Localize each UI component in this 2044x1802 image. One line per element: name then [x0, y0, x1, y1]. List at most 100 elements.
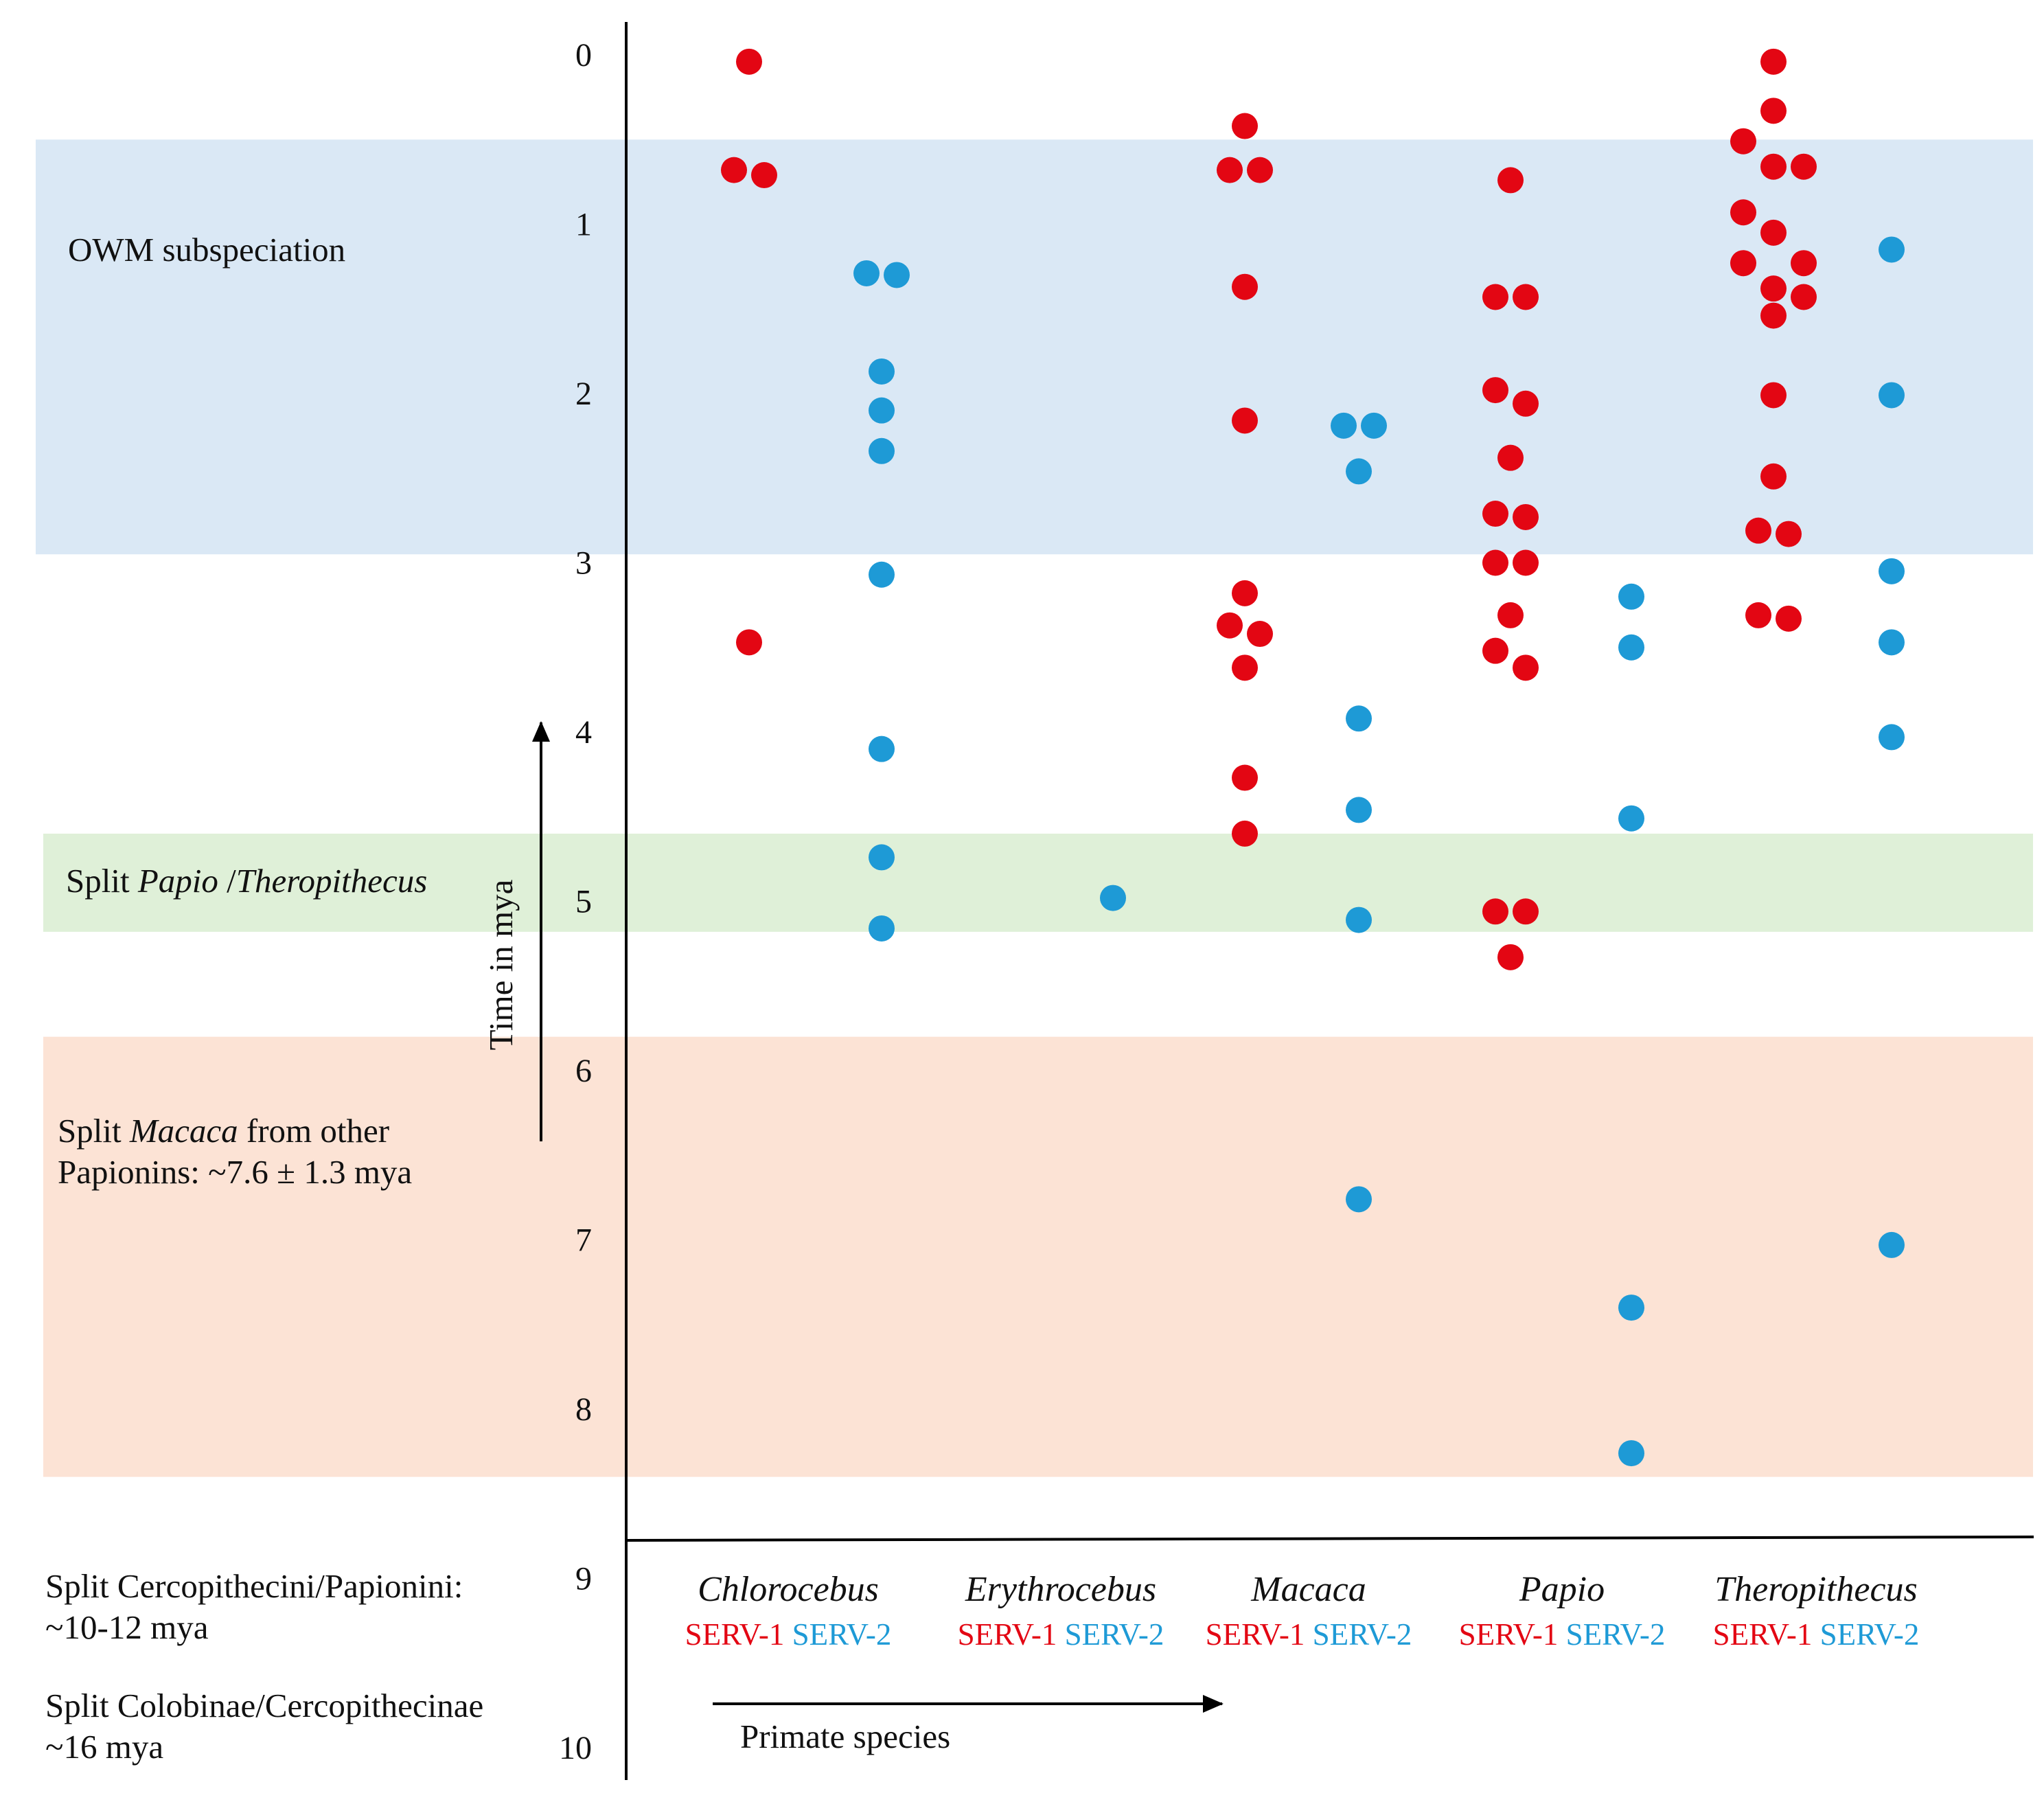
macaca-serv-1-point	[1247, 621, 1273, 648]
series-label-pair: SERV-1 SERV-2	[1713, 1617, 1920, 1652]
series-label-serv1: SERV-1	[1713, 1617, 1813, 1652]
papio-serv-2-point	[1618, 1440, 1644, 1467]
theropithecus-serv-2-point	[1879, 558, 1905, 584]
papio-serv-1-point	[1482, 501, 1508, 527]
annotation-pt-prefix: Split	[66, 862, 138, 900]
series-label-pair: SERV-1 SERV-2	[1459, 1617, 1666, 1652]
macaca-serv-1-point	[1247, 157, 1273, 183]
annotation-pt-sep: /	[218, 862, 236, 900]
y-ticks: 0 1 2 3 4 5 6 7 8 9 10	[559, 37, 592, 1766]
y-tick-label: 5	[575, 884, 592, 920]
y-tick-label: 10	[559, 1730, 592, 1766]
species-label: Chlorocebus	[698, 1570, 879, 1609]
chlorocebus-serv-2-point	[853, 260, 880, 286]
papio-serv-2-point	[1618, 583, 1644, 610]
y-tick-label: 4	[575, 714, 592, 751]
data-points	[721, 48, 1905, 1467]
series-label-gap	[1305, 1617, 1312, 1652]
annotation-split-papio-theropithecus: Split Papio /Theropithecus	[66, 862, 427, 900]
annotation-cercopithecini-line2: ~10-12 mya	[45, 1608, 209, 1646]
annotation-mac-italic: Macaca	[129, 1112, 238, 1150]
theropithecus-serv-2-point	[1879, 236, 1905, 263]
theropithecus-serv-1-point	[1730, 250, 1756, 277]
y-tick-label: 7	[575, 1222, 592, 1259]
annotation-colobinae-line2: ~16 mya	[45, 1728, 163, 1766]
theropithecus-serv-2-point	[1879, 382, 1905, 409]
macaca-serv-2-point	[1331, 412, 1357, 439]
theropithecus-serv-2-point	[1879, 1231, 1905, 1258]
y-tick-label: 1	[575, 207, 592, 243]
series-label-serv2: SERV-2	[792, 1617, 892, 1652]
series-label-gap	[784, 1617, 792, 1652]
y-tick-label: 6	[575, 1053, 592, 1089]
chlorocebus-serv-2-point	[869, 358, 895, 385]
series-label-gap	[1812, 1617, 1819, 1652]
macaca-serv-1-point	[1232, 764, 1258, 791]
species-label: Theropithecus	[1714, 1570, 1918, 1609]
band-owm-subspeciation	[36, 139, 2033, 555]
papio-serv-1-point	[1513, 503, 1539, 530]
theropithecus-serv-1-point	[1730, 199, 1756, 226]
chlorocebus-serv-1-point	[736, 629, 762, 656]
theropithecus-serv-1-point	[1791, 153, 1817, 180]
macaca-serv-2-point	[1346, 1186, 1372, 1213]
papio-serv-1-point	[1513, 284, 1539, 310]
papio-serv-1-point	[1497, 602, 1524, 628]
theropithecus-serv-2-point	[1879, 629, 1905, 656]
theropithecus-serv-1-point	[1791, 284, 1817, 310]
annotation-cercopithecini-line1: Split Cercopithecini/Papionini:	[45, 1567, 463, 1605]
annotation-pt-papio: Papio	[137, 862, 218, 900]
x-axis-title: Primate species	[740, 1718, 950, 1755]
theropithecus-serv-1-point	[1760, 463, 1787, 490]
species-label: Macaca	[1250, 1570, 1366, 1609]
chlorocebus-serv-2-point	[869, 437, 895, 464]
series-label-serv2: SERV-2	[1065, 1617, 1164, 1652]
theropithecus-serv-1-point	[1760, 275, 1787, 302]
y-tick-label: 8	[575, 1391, 592, 1428]
macaca-serv-1-point	[1232, 820, 1258, 847]
macaca-serv-2-point	[1346, 906, 1372, 933]
series-label-pair: SERV-1 SERV-2	[685, 1617, 892, 1652]
theropithecus-serv-1-point	[1776, 521, 1802, 547]
chlorocebus-serv-2-point	[869, 561, 895, 588]
series-label-gap	[1057, 1617, 1064, 1652]
theropithecus-serv-1-point	[1776, 605, 1802, 632]
theropithecus-serv-1-point	[1791, 250, 1817, 277]
theropithecus-serv-1-point	[1760, 153, 1787, 180]
theropithecus-serv-1-point	[1760, 382, 1787, 409]
series-label-serv1: SERV-1	[1206, 1617, 1305, 1652]
annotation-mac-suffix: from other	[238, 1112, 389, 1150]
species-label: Papio	[1519, 1570, 1605, 1609]
macaca-serv-2-point	[1361, 412, 1387, 439]
papio-serv-1-point	[1497, 167, 1524, 194]
series-label-serv2: SERV-2	[1566, 1617, 1666, 1652]
papio-serv-1-point	[1513, 654, 1539, 681]
annotation-owm-subspeciation: OWM subspeciation	[68, 231, 345, 269]
macaca-serv-2-point	[1346, 458, 1372, 485]
papio-serv-2-point	[1618, 634, 1644, 661]
series-label-serv1: SERV-1	[685, 1617, 785, 1652]
papio-serv-1-point	[1482, 377, 1508, 404]
papio-serv-1-point	[1497, 444, 1524, 471]
chlorocebus-serv-1-point	[751, 162, 777, 189]
macaca-serv-1-point	[1232, 654, 1258, 681]
papio-serv-1-point	[1482, 637, 1508, 664]
theropithecus-serv-1-point	[1730, 128, 1756, 155]
macaca-serv-2-point	[1346, 797, 1372, 823]
y-tick-label: 2	[575, 376, 592, 412]
band-split-macaca	[43, 1036, 2033, 1477]
y-axis-title: Time in mya	[482, 879, 520, 1050]
annotation-split-macaca-line2: Papionins: ~7.6 ± 1.3 mya	[58, 1153, 412, 1191]
series-label-pair: SERV-1 SERV-2	[958, 1617, 1164, 1652]
series-label-serv2: SERV-2	[1820, 1617, 1920, 1652]
band-split-papio-theropithecus	[43, 833, 2033, 932]
x-axis-line	[625, 1536, 2034, 1542]
y-tick-label: 0	[575, 37, 592, 73]
series-label-pair: SERV-1 SERV-2	[1206, 1617, 1412, 1652]
series-label-serv2: SERV-2	[1313, 1617, 1412, 1652]
macaca-serv-1-point	[1232, 273, 1258, 300]
theropithecus-serv-1-point	[1760, 302, 1787, 329]
erythrocebus-serv-2-point	[1100, 885, 1126, 911]
theropithecus-serv-1-point	[1760, 219, 1787, 246]
